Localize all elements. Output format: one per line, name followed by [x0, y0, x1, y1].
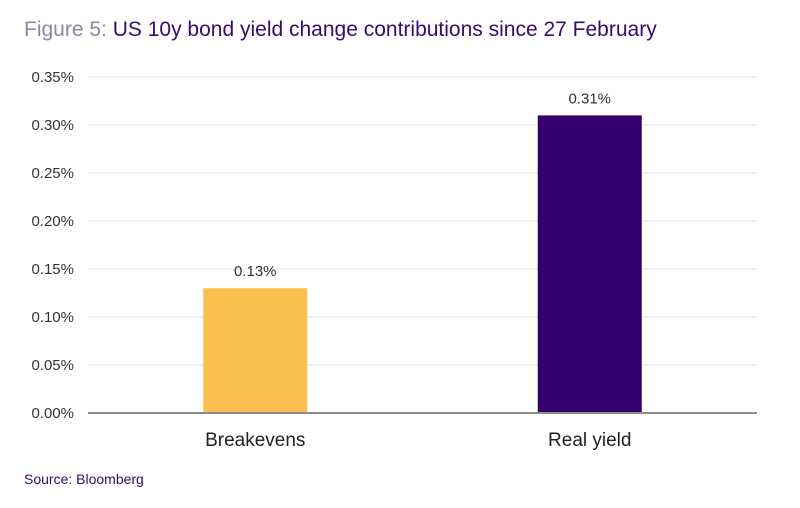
y-tick-label: 0.10%: [31, 309, 74, 326]
y-tick-label: 0.20%: [31, 213, 74, 230]
y-tick-label: 0.05%: [31, 357, 74, 374]
data-label: 0.31%: [568, 90, 611, 107]
y-tick-label: 0.15%: [31, 261, 74, 278]
y-tick-label: 0.00%: [31, 405, 74, 422]
source-note: Source: Bloomberg: [24, 471, 144, 487]
y-tick-label: 0.25%: [31, 165, 74, 182]
x-category-label: Breakevens: [205, 430, 305, 451]
figure-label: Figure 5:: [24, 18, 107, 41]
y-tick-label: 0.35%: [31, 69, 74, 86]
x-category-label: Real yield: [548, 430, 631, 451]
y-tick-label: 0.30%: [31, 117, 74, 134]
chart-title: Figure 5: US 10y bond yield change contr…: [24, 18, 657, 42]
data-label: 0.13%: [234, 263, 277, 280]
bar-breakevens: [203, 288, 308, 413]
chart-title-text: US 10y bond yield change contributions s…: [112, 18, 657, 41]
bar-real-yield: [537, 115, 642, 414]
